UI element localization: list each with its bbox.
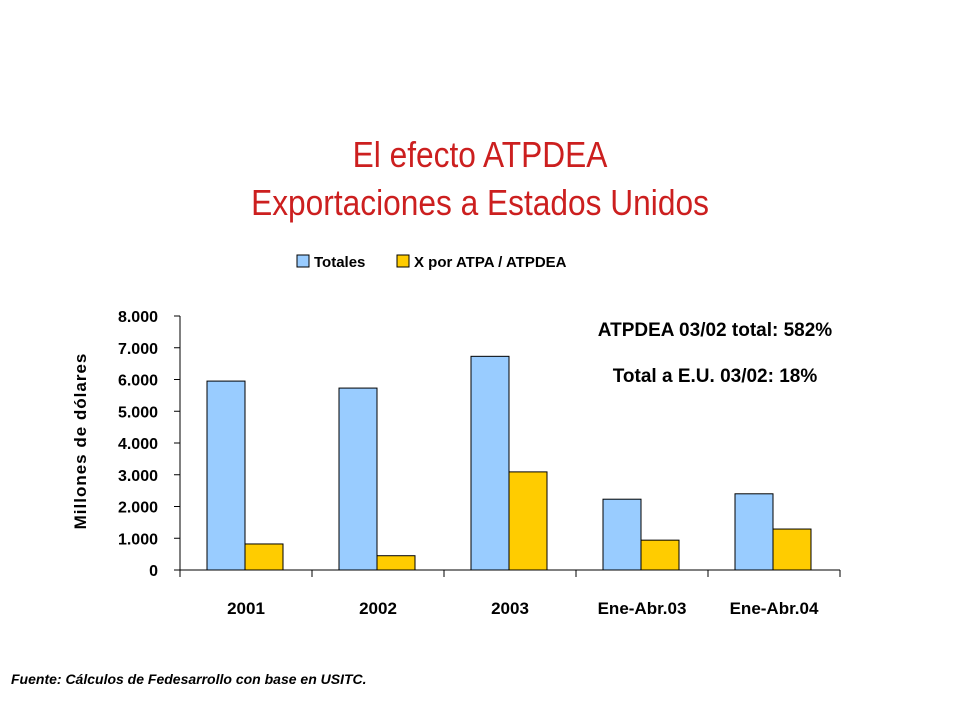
y-tick-label: 5.000 — [118, 404, 158, 421]
bar-atpa-0 — [244, 543, 284, 571]
y-tick-label: 6.000 — [118, 373, 158, 390]
legend-entry: Totales — [314, 254, 365, 271]
x-tick-label: 2001 — [227, 599, 265, 618]
bar-atpa-2 — [508, 471, 548, 571]
bar-totales-2 — [470, 355, 510, 571]
chart-title-line-1: El efecto ATPDEA — [352, 134, 608, 175]
y-tick-label: 0 — [149, 563, 158, 580]
bar-totales-0 — [206, 380, 246, 571]
y-tick-label: 7.000 — [118, 341, 158, 358]
bar-atpa-3 — [640, 539, 680, 571]
bar-atpa-1 — [376, 555, 416, 571]
chart-title-line-2: Exportaciones a Estados Unidos — [251, 182, 709, 223]
legend-swatch — [396, 254, 410, 268]
bar-atpa-4 — [772, 528, 812, 571]
y-tick-label: 3.000 — [118, 468, 158, 485]
x-tick-label: 2003 — [491, 599, 529, 618]
annotation-total-growth: Total a E.U. 03/02: 18% — [612, 366, 818, 387]
y-tick-label: 2.000 — [118, 500, 158, 517]
legend-entry: X por ATPA / ATPDEA — [414, 254, 567, 271]
bar-totales-1 — [338, 387, 378, 571]
y-tick-label: 8.000 — [118, 309, 158, 326]
annotation-atpdea-growth: ATPDEA 03/02 total: 582% — [597, 320, 833, 341]
bar-totales-4 — [734, 493, 774, 571]
legend-swatch — [296, 254, 310, 268]
source-footnote: Fuente: Cálculos de Fedesarrollo con bas… — [11, 671, 367, 687]
bar-totales-3 — [602, 498, 642, 571]
y-tick-label: 4.000 — [118, 436, 158, 453]
y-axis-label: Millones de dólares — [71, 353, 90, 530]
x-tick-label: Ene-Abr.03 — [598, 599, 687, 618]
y-tick-label: 1.000 — [118, 531, 158, 548]
x-tick-label: Ene-Abr.04 — [730, 599, 819, 618]
x-tick-label: 2002 — [359, 599, 397, 618]
